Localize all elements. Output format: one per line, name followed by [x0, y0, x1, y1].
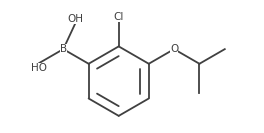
Text: HO: HO	[31, 63, 47, 73]
Text: Cl: Cl	[114, 12, 124, 22]
Text: OH: OH	[67, 14, 83, 24]
Text: O: O	[170, 44, 178, 54]
Text: B: B	[60, 44, 67, 54]
